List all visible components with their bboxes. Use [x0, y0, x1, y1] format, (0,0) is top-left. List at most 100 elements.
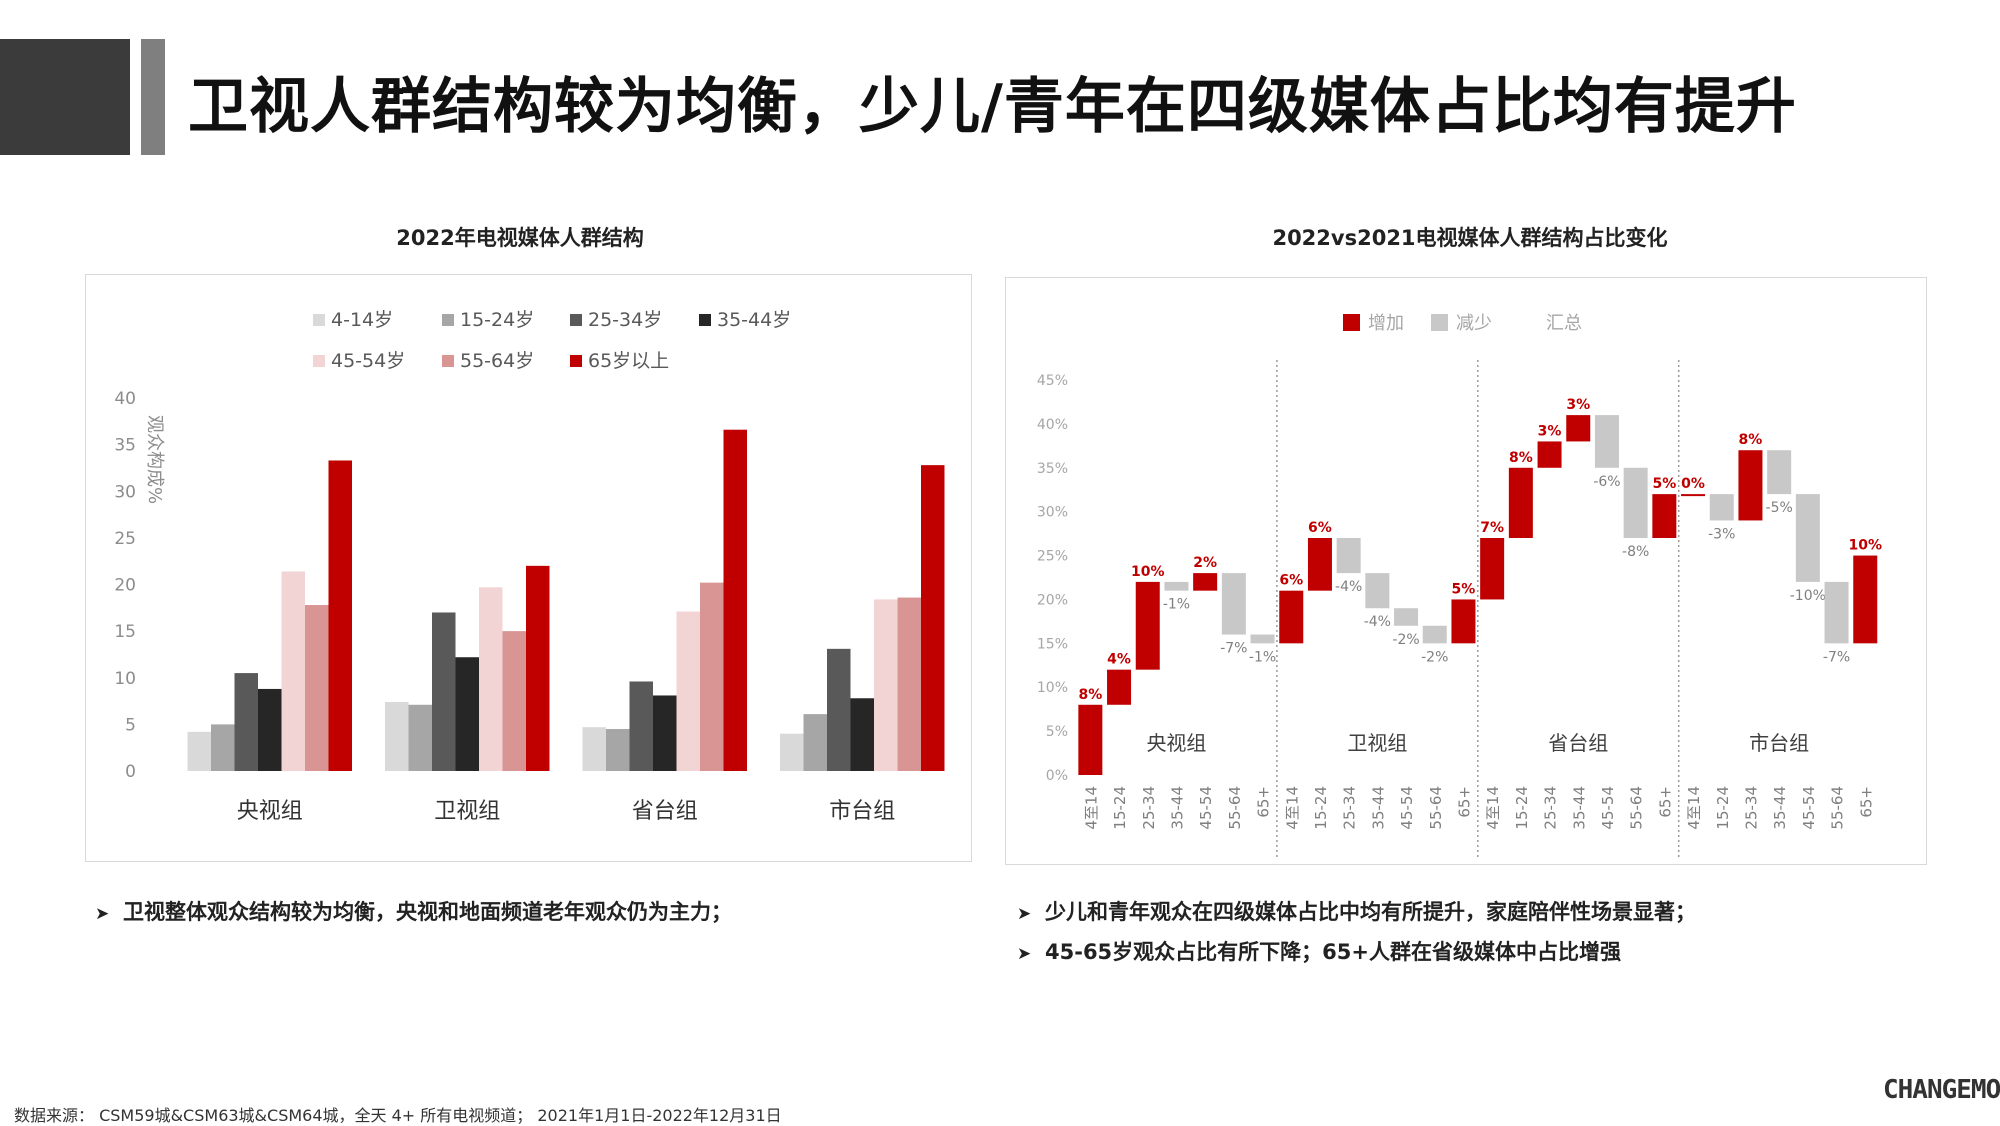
x-category-label: 市台组 [829, 799, 895, 824]
x-tick-label: 4至14 [1283, 786, 1301, 830]
data-label: 10% [1848, 538, 1882, 554]
right-chart-title: 2022vs2021电视媒体人群结构占比变化 [1272, 226, 1668, 250]
legend-swatch [442, 355, 454, 367]
x-tick-label: 65+ [1656, 786, 1674, 818]
legend-swatch [1431, 314, 1448, 331]
y-tick-label: 45% [1037, 373, 1068, 389]
bar-45-54岁 [479, 587, 503, 771]
bullet-text: 少儿和青年观众在四级媒体占比中均有所提升，家庭陪伴性场景显著； [1045, 900, 1696, 924]
x-tick-label: 15-24 [1714, 786, 1732, 830]
legend-swatch [570, 355, 582, 367]
data-label: 6% [1279, 573, 1303, 589]
decrease-bar [1394, 608, 1419, 626]
x-tick-label: 15-24 [1312, 786, 1330, 830]
data-label: 3% [1538, 423, 1562, 439]
brand-logo: CHANGEMO [1883, 1075, 2000, 1105]
decrease-bar [1767, 450, 1792, 495]
bullet-item: ➤ 卫视整体观众结构较为均衡，央视和地面频道老年观众仍为主力； [95, 892, 732, 932]
decrease-bar [1824, 581, 1849, 644]
decrease-bar [1250, 634, 1275, 644]
x-tick-label: 25-34 [1542, 786, 1560, 830]
increase-bar [1853, 555, 1878, 644]
bar-65岁以上 [328, 460, 352, 771]
bar-45-54岁 [874, 599, 898, 771]
legend-label: 65岁以上 [588, 350, 669, 372]
decrease-bar [1795, 494, 1820, 582]
x-tick-label: 35-44 [1570, 786, 1588, 830]
y-tick-label: 30 [114, 482, 136, 502]
bar-55-64岁 [700, 582, 724, 771]
data-label: 6% [1308, 520, 1332, 536]
data-source-footer: 数据来源： CSM59城&CSM63城&CSM64城，全天 4+ 所有电视频道；… [14, 1106, 782, 1125]
data-label: 8% [1509, 450, 1533, 466]
y-tick-label: 10 [114, 669, 136, 689]
bar-15-24岁 [606, 729, 630, 771]
x-tick-label: 45-54 [1197, 786, 1215, 830]
decrease-bar [1594, 415, 1619, 468]
x-tick-label: 4至14 [1484, 786, 1502, 830]
y-tick-label: 0 [125, 762, 136, 782]
legend-label: 55-64岁 [460, 350, 534, 372]
decrease-bar [1164, 581, 1189, 591]
bar-35-44岁 [653, 695, 677, 771]
bar-55-64岁 [502, 631, 526, 771]
y-tick-label: 10% [1037, 680, 1068, 696]
increase-bar [1508, 467, 1533, 538]
increase-bar [1451, 599, 1476, 644]
left-chart-title: 2022年电视媒体人群结构 [396, 226, 644, 250]
data-label: 0% [1681, 476, 1705, 492]
data-label: 5% [1452, 581, 1476, 597]
legend-label: 4-14岁 [331, 309, 393, 331]
right-chart-panel: 0% 5% 10% 15% 20% 25% 30% 35% 40% 45% 增加 减少 汇总 8% 4至14… [1005, 277, 1927, 865]
bar-4-14岁 [385, 701, 409, 771]
left-bullets: ➤ 卫视整体观众结构较为均衡，央视和地面频道老年观众仍为主力； [95, 892, 732, 932]
legend-swatch [442, 314, 454, 326]
header-block-gray [141, 39, 165, 155]
page-title: 卫视人群结构较为均衡，少儿/青年在四级媒体占比均有提升 [188, 72, 1797, 142]
left-bar-chart: 0 5 10 15 20 25 30 35 40 观众构成% 4-14岁 15-24岁 25-34岁 35… [114, 309, 945, 824]
legend-label: 减少 [1456, 313, 1492, 334]
x-tick-label: 25-34 [1140, 786, 1158, 830]
bar-25-34岁 [432, 612, 456, 771]
bar-45-54岁 [281, 571, 305, 771]
x-tick-label: 55-64 [1829, 786, 1847, 830]
bar-4-14岁 [582, 727, 606, 771]
data-label: 10% [1131, 564, 1165, 580]
increase-bar [1307, 538, 1332, 591]
bullet-item: ➤ 少儿和青年观众在四级媒体占比中均有所提升，家庭陪伴性场景显著； [1017, 892, 1696, 932]
bar-65岁以上 [921, 465, 945, 771]
x-tick-label: 4至14 [1685, 786, 1703, 830]
legend-swatch [313, 355, 325, 367]
x-tick-label: 25-34 [1742, 786, 1760, 830]
data-label: -1% [1249, 649, 1276, 665]
legend-label: 45-54岁 [331, 350, 405, 372]
x-category-label: 卫视组 [434, 799, 500, 824]
x-tick-label: 55-64 [1427, 786, 1445, 830]
bullet-text: 45-65岁观众占比有所下降；65+人群在省级媒体中占比增强 [1045, 940, 1621, 964]
data-label: -4% [1335, 579, 1362, 595]
legend-label: 汇总 [1546, 313, 1582, 334]
data-label: -4% [1364, 614, 1391, 630]
bullet-arrow-icon: ➤ [1017, 944, 1032, 964]
bar-35-44岁 [258, 688, 282, 771]
x-tick-label: 15-24 [1513, 786, 1531, 830]
bar-35-44岁 [850, 698, 874, 771]
y-tick-label: 40% [1037, 417, 1068, 433]
data-label: 2% [1193, 555, 1217, 571]
x-tick-label: 4至14 [1082, 786, 1100, 830]
bullet-arrow-icon: ➤ [95, 904, 110, 924]
data-label: -8% [1622, 544, 1649, 560]
data-label: -5% [1766, 500, 1793, 516]
x-tick-label: 45-54 [1800, 786, 1818, 830]
data-label: -2% [1392, 632, 1419, 648]
x-tick-label: 55-64 [1226, 786, 1244, 830]
increase-bar [1279, 590, 1304, 644]
x-tick-label: 55-64 [1628, 786, 1646, 830]
increase-bar [1566, 415, 1591, 442]
header-block-dark [0, 39, 130, 155]
legend-swatch [313, 314, 325, 326]
x-tick-label: 35-44 [1369, 786, 1387, 830]
bar-15-24岁 [803, 714, 827, 771]
legend-swatch [570, 314, 582, 326]
y-tick-label: 30% [1037, 505, 1068, 521]
